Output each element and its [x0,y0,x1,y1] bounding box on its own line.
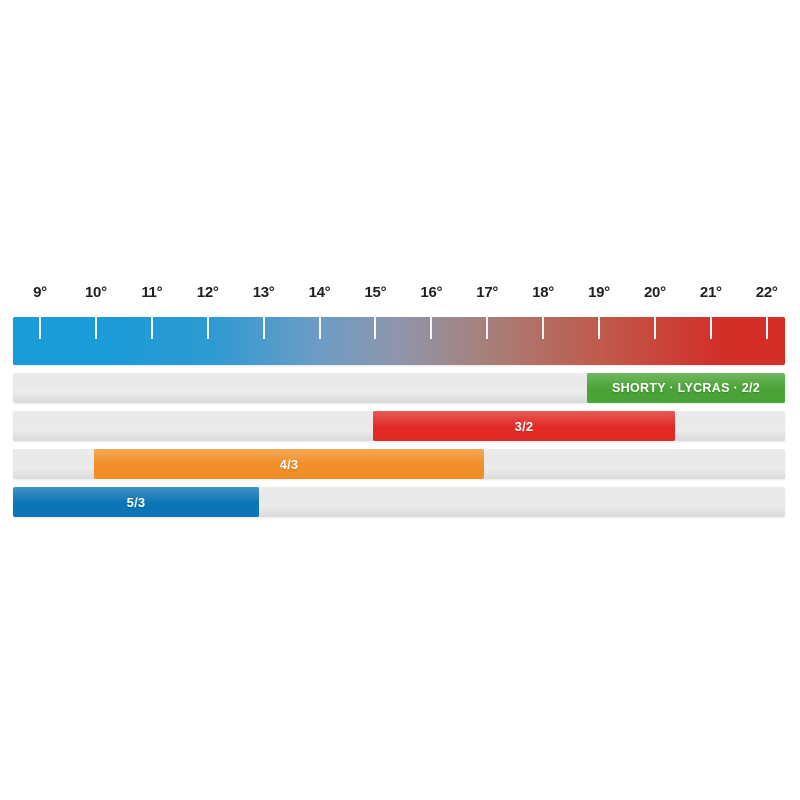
range-bar-label: 3/2 [514,418,534,434]
product-row-4-3[interactable]: 4/3 [13,449,785,479]
axis-tick-label-12: 12° [196,284,219,301]
range-bar-shorty-lycras-2-2[interactable]: SHORTY · LYCRAS · 2/2 [587,373,785,403]
axis-tick-label-15: 15° [364,284,387,301]
axis-tickmark-14 [318,317,321,339]
axis-tickmark-11 [150,317,153,339]
axis-tickmark-17 [486,317,489,339]
range-bar-4-3[interactable]: 4/3 [94,449,484,479]
axis-tick-label-19: 19° [588,284,610,301]
axis-tick-label-21: 21° [699,284,722,301]
range-bar-label: 5/3 [126,494,146,510]
axis-tick-label-18: 18° [532,284,554,301]
axis-tick-label-17: 17° [476,284,499,301]
axis-tickmark-19 [598,317,600,339]
axis-tick-label-13: 13° [252,284,275,301]
axis-tickmark-12 [206,317,209,339]
temperature-gradient-fill [13,317,785,365]
axis-tick-label-10: 10° [84,284,107,301]
axis-tickmark-21 [709,317,712,339]
axis-tick-label-9: 9° [33,284,47,301]
axis-tick-label-22: 22° [755,284,778,301]
axis-tickmark-16 [430,317,433,339]
axis-tickmark-15 [374,317,377,339]
axis-tickmark-18 [542,317,545,339]
axis-tickmark-9 [39,317,41,339]
temperature-axis-labels: 9° 10° 11° 12° 13° 14° 15° 16° 17° 18° 19° 20° 21° 22… [13,283,785,309]
range-bar-5-3[interactable]: 5/3 [13,487,259,517]
range-bar-label: SHORTY · LYCRAS · 2/2 [612,381,760,395]
axis-tickmark-22 [765,317,768,339]
product-row-shorty-lycras-2-2[interactable]: SHORTY · LYCRAS · 2/2 [13,373,785,403]
product-row-3-2[interactable]: 3/2 [13,411,785,441]
axis-tickmark-13 [262,317,265,339]
axis-tick-label-11: 11° [141,284,163,301]
axis-tickmark-20 [653,317,656,339]
temperature-gradient-bar [13,317,785,365]
axis-tick-label-16: 16° [420,284,443,301]
range-bar-label: 4/3 [279,456,299,472]
range-bar-3-2[interactable]: 3/2 [373,411,675,441]
axis-tick-label-14: 14° [308,284,331,301]
axis-tickmark-10 [94,317,97,339]
axis-tick-label-20: 20° [643,284,666,301]
product-row-5-3[interactable]: 5/3 [13,487,785,517]
